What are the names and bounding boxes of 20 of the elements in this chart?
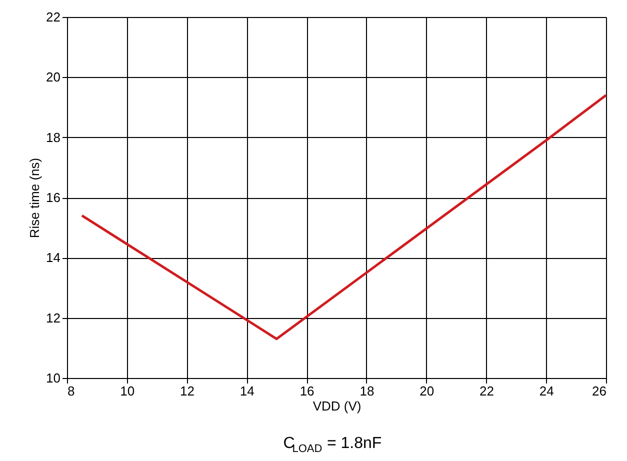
x-tick-label: 8	[68, 384, 75, 398]
y-tick-label: 16	[46, 190, 60, 205]
y-tick-label: 18	[46, 130, 60, 145]
y-tick-label: 10	[46, 370, 60, 386]
y-tick-label: 12	[46, 310, 60, 326]
x-tick-label: 12	[180, 384, 195, 398]
x-tick-label: 20	[420, 384, 434, 398]
x-tick-label: 10	[120, 384, 135, 398]
x-tick-label: 24	[539, 384, 554, 398]
y-tick-label: 20	[46, 70, 60, 85]
x-tick-label: 26	[592, 384, 606, 398]
y-tick-label: 22	[46, 10, 60, 24]
x-tick-label: 16	[300, 384, 314, 398]
line-series	[80, 94, 608, 340]
y-axis-title: Rise time (ns)	[27, 158, 42, 238]
x-tick-label: 18	[360, 384, 374, 398]
y-tick-label: 14	[46, 250, 60, 266]
x-tick-label: 22	[479, 384, 494, 398]
x-axis-title: VDD (V)	[312, 398, 362, 414]
x-tick-label: 14	[240, 384, 254, 398]
